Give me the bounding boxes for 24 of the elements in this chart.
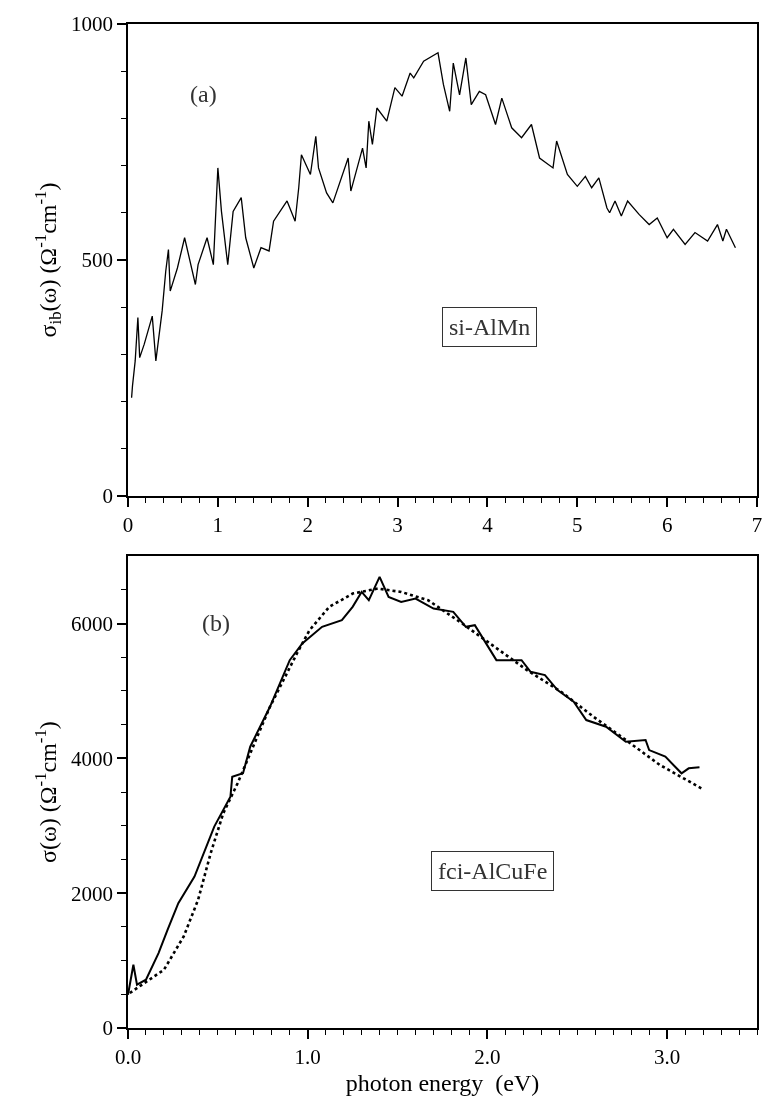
- x-tick-label: 1.0: [294, 1044, 321, 1069]
- y-tick-label: 2000: [71, 881, 114, 906]
- y-tick-label: 1000: [71, 12, 114, 37]
- x-tick-label: 2: [302, 512, 313, 537]
- x-tick-label: 7: [751, 512, 763, 537]
- y-tick-label: 0: [102, 1016, 114, 1041]
- x-tick-label: 6: [661, 512, 673, 537]
- y-tick-label: 0: [102, 484, 114, 509]
- x-tick-label: 3: [392, 512, 403, 537]
- x-axis-title: photon energy (eV): [345, 1069, 540, 1096]
- annotation: si-AlMn: [449, 314, 531, 340]
- y-tick-label: 6000: [71, 611, 114, 636]
- y-tick-label: 4000: [71, 746, 114, 771]
- x-tick-label: 3.0: [654, 1044, 681, 1069]
- x-tick-label: 1: [212, 512, 224, 537]
- x-tick-label: 4: [482, 512, 494, 537]
- annotation: fci-AlCuFe: [438, 858, 548, 884]
- annotation: (a): [190, 81, 217, 107]
- x-tick-label: 5: [572, 512, 583, 537]
- x-tick-label: 0.0: [114, 1044, 142, 1069]
- annotation: (b): [202, 610, 230, 636]
- y-tick-label: 500: [81, 248, 114, 273]
- x-tick-label: 2.0: [474, 1044, 501, 1069]
- x-tick-label: 0: [122, 512, 134, 537]
